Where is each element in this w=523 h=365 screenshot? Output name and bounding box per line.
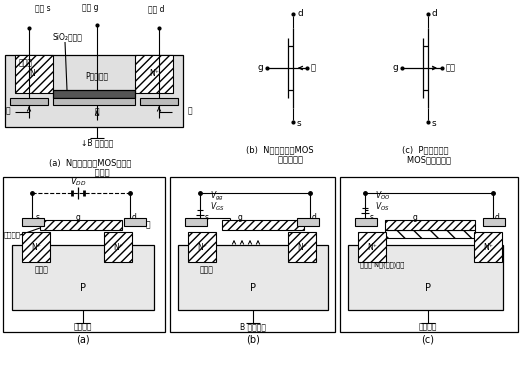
- Bar: [358, 232, 386, 262]
- Bar: [22, 232, 50, 262]
- Text: 衬: 衬: [311, 64, 316, 73]
- Bar: [124, 218, 146, 226]
- Text: g: g: [257, 64, 263, 73]
- Bar: [188, 232, 216, 262]
- Text: 二氧化硅: 二氧化硅: [4, 232, 21, 238]
- Bar: [3, 177, 165, 332]
- Bar: [15, 55, 53, 93]
- Bar: [135, 55, 173, 93]
- Text: 衬底引线: 衬底引线: [419, 323, 437, 331]
- Text: 漏极 d: 漏极 d: [148, 4, 165, 14]
- Text: $V_{OO}$: $V_{OO}$: [375, 190, 391, 202]
- Text: N⁺: N⁺: [31, 242, 41, 251]
- Text: s: s: [205, 212, 209, 222]
- Text: 源极 s: 源极 s: [35, 4, 51, 14]
- Text: SiO₂绵缘层: SiO₂绵缘层: [52, 32, 82, 42]
- Text: N⁺: N⁺: [149, 69, 159, 78]
- Bar: [355, 218, 377, 226]
- Text: (b)  N沟道增强型MOS
        管代表符号: (b) N沟道增强型MOS 管代表符号: [246, 145, 314, 164]
- Text: B 衬底引线: B 衬底引线: [240, 323, 266, 331]
- Bar: [340, 177, 518, 332]
- Bar: [185, 218, 207, 226]
- Bar: [140, 98, 178, 105]
- Text: $V_{gg}$: $V_{gg}$: [210, 189, 224, 203]
- Bar: [178, 245, 328, 310]
- Text: d: d: [297, 8, 303, 18]
- Text: (b): (b): [246, 335, 260, 345]
- Text: N⁺: N⁺: [367, 242, 377, 251]
- Bar: [170, 177, 335, 332]
- Text: P: P: [425, 283, 431, 293]
- Text: d: d: [432, 8, 438, 18]
- Bar: [483, 218, 505, 226]
- Text: 栅极 g: 栅极 g: [82, 4, 98, 12]
- Text: $V_{DD}$: $V_{DD}$: [70, 176, 86, 188]
- Text: 耗尽层 N型(感生)沟道: 耗尽层 N型(感生)沟道: [360, 262, 404, 268]
- Text: g: g: [392, 64, 398, 73]
- Bar: [104, 232, 132, 262]
- Text: s: s: [297, 119, 302, 127]
- Text: N⁺: N⁺: [197, 242, 207, 251]
- Bar: [297, 218, 319, 226]
- Bar: [40, 220, 122, 230]
- Bar: [12, 245, 154, 310]
- Text: (c): (c): [422, 335, 435, 345]
- Text: g: g: [413, 212, 417, 222]
- Text: s: s: [370, 212, 374, 222]
- Bar: [5, 55, 183, 127]
- Text: 耗尽层: 耗尽层: [19, 58, 33, 68]
- Text: d: d: [495, 212, 500, 222]
- Text: $V_{OS}$: $V_{OS}$: [375, 201, 390, 213]
- Text: d: d: [312, 212, 317, 222]
- Text: 耗尽层: 耗尽层: [200, 265, 214, 274]
- Text: 铝: 铝: [6, 107, 10, 115]
- Text: s: s: [36, 212, 40, 222]
- Bar: [385, 230, 475, 238]
- Text: s: s: [432, 119, 437, 127]
- Text: ↓B 衬底引线: ↓B 衬底引线: [81, 138, 113, 147]
- Bar: [385, 220, 475, 230]
- Text: N⁺: N⁺: [29, 69, 39, 78]
- Text: g: g: [75, 212, 81, 222]
- Text: 衬底: 衬底: [446, 64, 456, 73]
- Text: 衬底引线: 衬底引线: [74, 323, 92, 331]
- Text: (c)  P沟道增强型
   MOS管代表符号: (c) P沟道增强型 MOS管代表符号: [399, 145, 451, 164]
- Bar: [288, 232, 316, 262]
- Bar: [222, 220, 304, 230]
- Text: N⁺: N⁺: [113, 242, 123, 251]
- Bar: [10, 98, 48, 105]
- Text: d: d: [132, 212, 137, 222]
- Text: 铝: 铝: [95, 108, 99, 116]
- Text: 铝: 铝: [188, 107, 192, 115]
- Text: N⁺: N⁺: [297, 242, 307, 251]
- Text: g: g: [237, 212, 243, 222]
- Text: (a): (a): [76, 335, 90, 345]
- Bar: [474, 232, 502, 262]
- Text: P型硅衬底: P型硅衬底: [85, 72, 109, 81]
- Text: 铝: 铝: [146, 220, 150, 230]
- Text: N⁺: N⁺: [483, 242, 493, 251]
- Bar: [348, 245, 503, 310]
- Bar: [22, 218, 44, 226]
- Bar: [53, 98, 135, 105]
- Bar: [53, 90, 135, 98]
- Text: $V_{GS}$: $V_{GS}$: [210, 201, 224, 213]
- Text: P: P: [250, 283, 256, 293]
- Text: (a)  N沟道增强型MOS管结构
         示意图: (a) N沟道增强型MOS管结构 示意图: [49, 158, 131, 177]
- Text: 耗尽层: 耗尽层: [35, 265, 49, 274]
- Text: P: P: [80, 283, 86, 293]
